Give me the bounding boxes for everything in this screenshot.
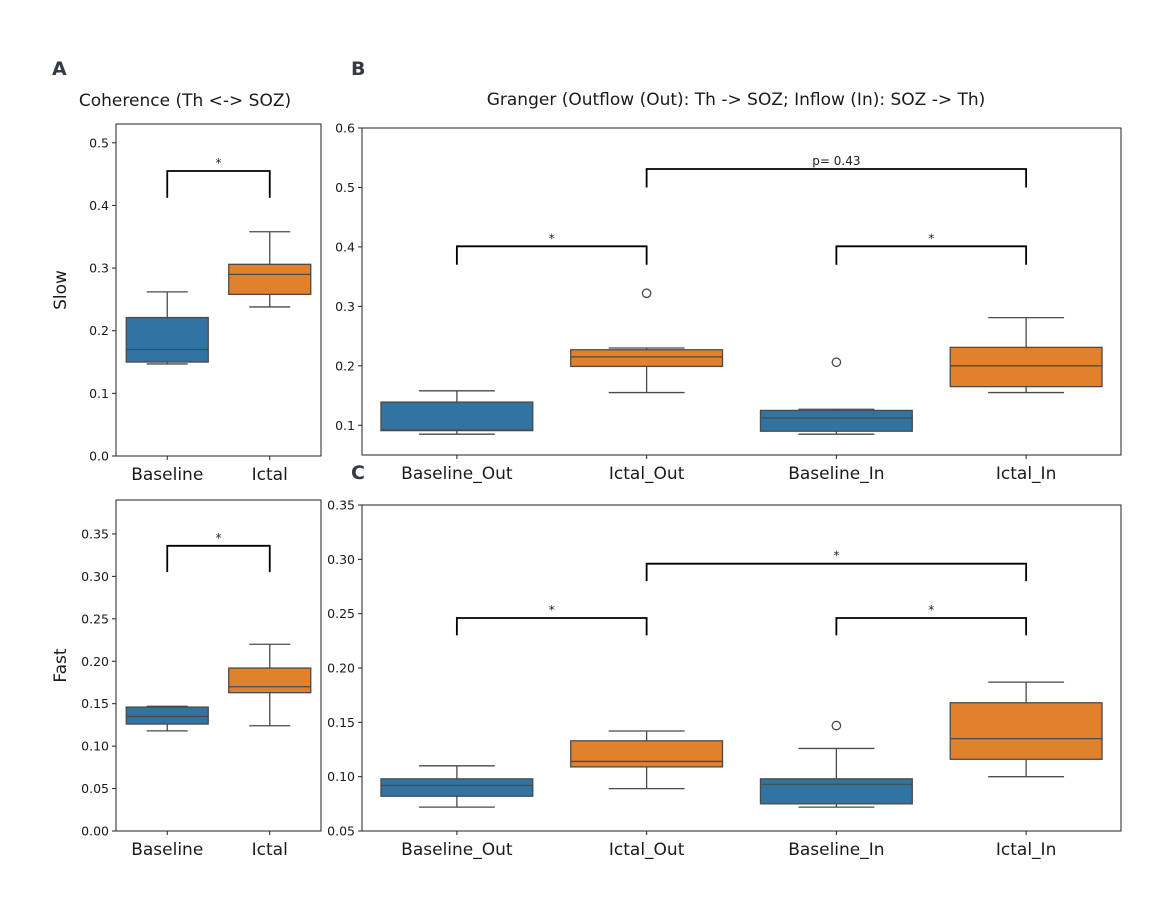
y-tick-label: 0.6 [335, 121, 355, 136]
y-tick-label: 0.10 [327, 769, 355, 784]
significance-bracket [455, 245, 648, 265]
significance-bracket [166, 170, 271, 198]
y-tick-label: 0.25 [327, 606, 355, 621]
box-baseline-in [759, 778, 913, 805]
significance-label: * [549, 603, 555, 617]
x-tick-label: Ictal [252, 840, 288, 860]
y-tick-label: 0.4 [335, 239, 355, 254]
x-tick-label: Baseline_Out [401, 464, 513, 484]
y-tick-label: 0.20 [327, 661, 355, 676]
box-ictal-in [949, 702, 1103, 760]
y-tick-label: 0.3 [335, 299, 355, 314]
y-tick-label: 0.15 [327, 715, 355, 730]
box-baseline-out [380, 778, 534, 797]
y-tick-label: 0.00 [81, 824, 109, 839]
significance-label: p= 0.43 [812, 154, 860, 168]
box-ictal [228, 263, 312, 296]
significance-bracket [455, 617, 648, 636]
significance-label: * [216, 531, 222, 545]
x-tick-label: Ictal_In [996, 840, 1056, 860]
significance-label: * [928, 603, 934, 617]
axes-frame [361, 127, 1122, 456]
outlier-point [831, 357, 842, 368]
y-tick-label: 0.3 [89, 261, 109, 276]
x-tick-label: Ictal_In [996, 464, 1056, 484]
axes-coherence-slow: 0.0 0.1 0.2 0.3 0.4 0.5 Baseline Ictal Slow * [51, 123, 322, 485]
y-axis-label: Slow [51, 270, 71, 310]
panel-letter-b: B [351, 58, 365, 80]
box-baseline-in [759, 409, 913, 432]
y-tick-label: 0.35 [327, 498, 355, 513]
x-tick-label: Baseline [131, 465, 203, 485]
y-axis-label: Fast [51, 648, 71, 682]
significance-label: * [549, 231, 555, 245]
box-ictal-in [949, 346, 1103, 388]
y-tick-label: 0.1 [89, 386, 109, 401]
y-tick-label: 0.2 [335, 358, 355, 373]
y-tick-label: 0.30 [327, 552, 355, 567]
y-tick-label: 0.5 [89, 135, 109, 150]
x-tick-label: Baseline_Out [401, 840, 513, 860]
x-tick-label: Ictal_Out [609, 840, 685, 860]
y-tick-label: 0.30 [81, 569, 109, 584]
significance-bracket [645, 562, 1028, 582]
axes-frame [115, 123, 322, 457]
y-tick-label: 0.35 [81, 526, 109, 541]
panel-letter-c: C [351, 462, 365, 484]
outlier-point [641, 288, 652, 299]
significance-bracket [835, 617, 1028, 636]
y-tick-label: 0.1 [335, 418, 355, 433]
x-tick-label: Ictal [252, 465, 288, 485]
y-tick-label: 0.15 [81, 696, 109, 711]
granger-title: Granger (Outflow (Out): Th -> SOZ; Inflo… [487, 90, 986, 110]
y-tick-label: 0.2 [89, 323, 109, 338]
box-baseline-out [380, 401, 534, 432]
y-tick-label: 0.10 [81, 739, 109, 754]
panel-letter-a: A [52, 58, 67, 80]
axes-granger-fast: 0.05 0.10 0.15 0.20 0.25 0.30 0.35 Baseline_Out… [327, 498, 1122, 860]
y-tick-label: 0.05 [81, 781, 109, 796]
significance-label: * [216, 156, 222, 170]
significance-bracket [835, 245, 1028, 265]
y-tick-label: 0.5 [335, 180, 355, 195]
axes-granger-slow: 0.1 0.2 0.3 0.4 0.5 0.6 Baseline_Out Ictal_Out B… [335, 121, 1122, 484]
x-tick-label: Baseline_In [788, 464, 884, 484]
coherence-title: Coherence (Th <-> SOZ) [79, 91, 291, 111]
significance-bracket [166, 544, 271, 573]
box-baseline [125, 706, 209, 725]
y-tick-label: 0.0 [89, 449, 109, 464]
significance-label: * [833, 549, 839, 563]
x-tick-label: Ictal_Out [609, 464, 685, 484]
box-ictal [228, 667, 312, 694]
x-tick-label: Baseline [131, 840, 203, 860]
box-ictal-out [570, 349, 724, 368]
x-tick-label: Baseline_In [788, 840, 884, 860]
axes-coherence-fast: 0.00 0.05 0.10 0.15 0.20 0.25 0.30 0.35 Baseline… [51, 499, 322, 860]
y-tick-label: 0.05 [327, 824, 355, 839]
outlier-point [831, 720, 842, 731]
axes-frame [115, 499, 322, 832]
y-tick-label: 0.20 [81, 654, 109, 669]
box-ictal-out [570, 740, 724, 768]
significance-bracket [645, 168, 1028, 188]
box-baseline [125, 316, 209, 363]
y-tick-label: 0.4 [89, 198, 109, 213]
y-tick-label: 0.25 [81, 611, 109, 626]
significance-label: * [928, 231, 934, 245]
